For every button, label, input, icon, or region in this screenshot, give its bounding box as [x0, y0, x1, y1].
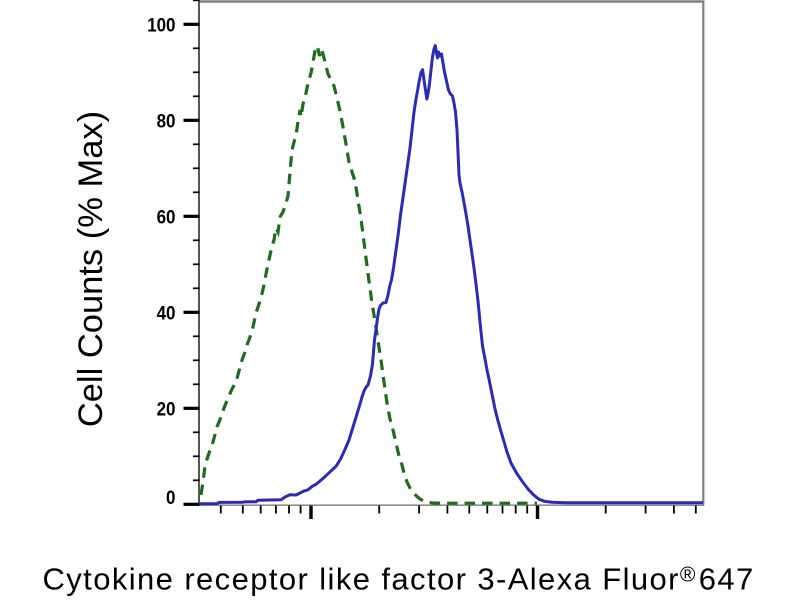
svg-text:100: 100 [147, 13, 175, 35]
svg-text:60: 60 [157, 205, 176, 227]
svg-text:20: 20 [157, 397, 176, 419]
svg-text:40: 40 [157, 301, 176, 323]
svg-text:0: 0 [166, 486, 175, 508]
svg-text:Cytokine receptor like factor: Cytokine receptor like factor 3-Alexa Fl… [43, 562, 755, 597]
svg-text:80: 80 [157, 109, 176, 131]
svg-text:Cell Counts (% Max): Cell Counts (% Max) [72, 111, 110, 427]
